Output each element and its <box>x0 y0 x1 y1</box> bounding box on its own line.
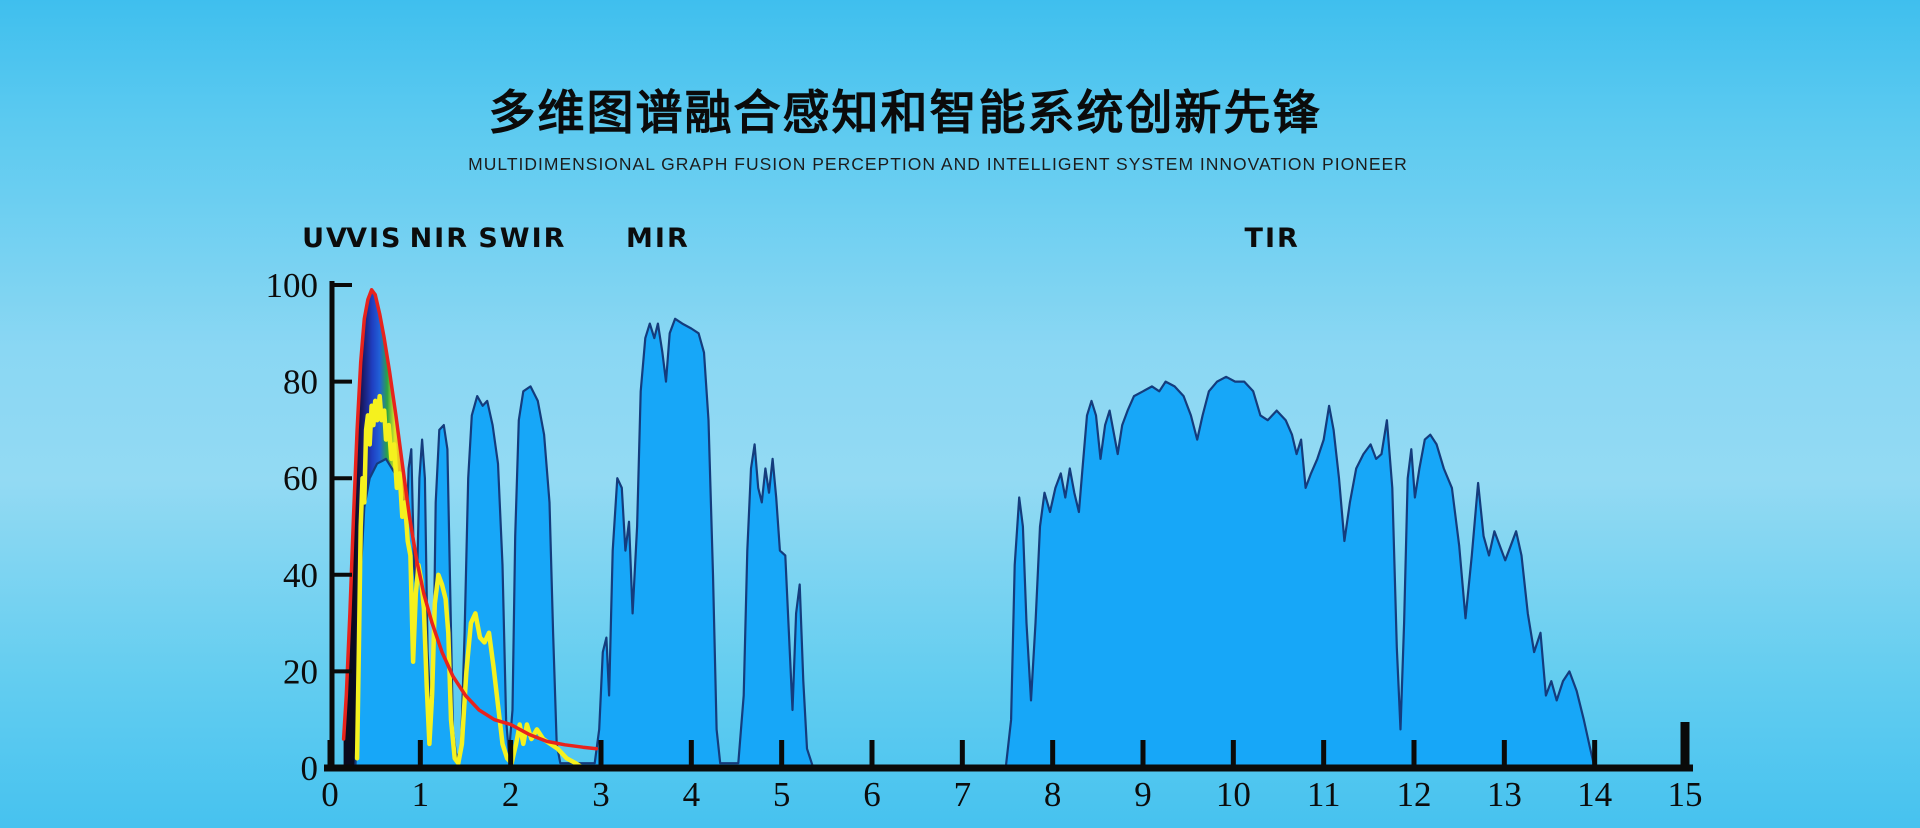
x-tick-label: 13 <box>1487 775 1522 814</box>
x-tick-label: 0 <box>321 775 339 814</box>
page-title: 多维图谱融合感知和智能系统创新先锋 <box>488 86 1322 139</box>
x-tick-label: 14 <box>1577 775 1612 814</box>
y-tick-label: 20 <box>283 652 318 691</box>
band-label-vis: VIS <box>346 223 402 254</box>
band-label-nir: NIR <box>410 223 469 254</box>
page-subtitle: MULTIDIMENSIONAL GRAPH FUSION PERCEPTION… <box>468 154 1408 174</box>
band-label-swir: SWIR <box>478 223 566 254</box>
band-label-uv: UV <box>302 223 349 254</box>
x-tick-label: 3 <box>592 775 610 814</box>
x-tick-label: 2 <box>502 775 520 814</box>
x-tick-label: 10 <box>1216 775 1251 814</box>
x-tick-label: 4 <box>683 775 701 814</box>
x-tick-label: 15 <box>1668 775 1703 814</box>
band-label-tir: TIR <box>1245 223 1300 254</box>
y-tick-label: 40 <box>283 556 318 595</box>
y-tick-label: 60 <box>283 459 318 498</box>
transmission-windows-area <box>354 317 1596 770</box>
y-tick-label: 0 <box>301 749 319 788</box>
x-tick-label: 6 <box>863 775 881 814</box>
y-tick-label: 100 <box>266 266 319 305</box>
x-tick-label: 12 <box>1397 775 1432 814</box>
y-tick-label: 80 <box>283 363 318 402</box>
band-label-mir: MIR <box>626 223 690 254</box>
ground-solar-curve <box>354 393 586 771</box>
x-tick-label: 7 <box>954 775 972 814</box>
x-tick-label: 11 <box>1307 775 1341 814</box>
x-tick-label: 9 <box>1134 775 1152 814</box>
x-tick-label: 5 <box>773 775 791 814</box>
x-tick-label: 1 <box>412 775 430 814</box>
blackbody-curve <box>341 288 599 751</box>
x-tick-label: 8 <box>1044 775 1062 814</box>
